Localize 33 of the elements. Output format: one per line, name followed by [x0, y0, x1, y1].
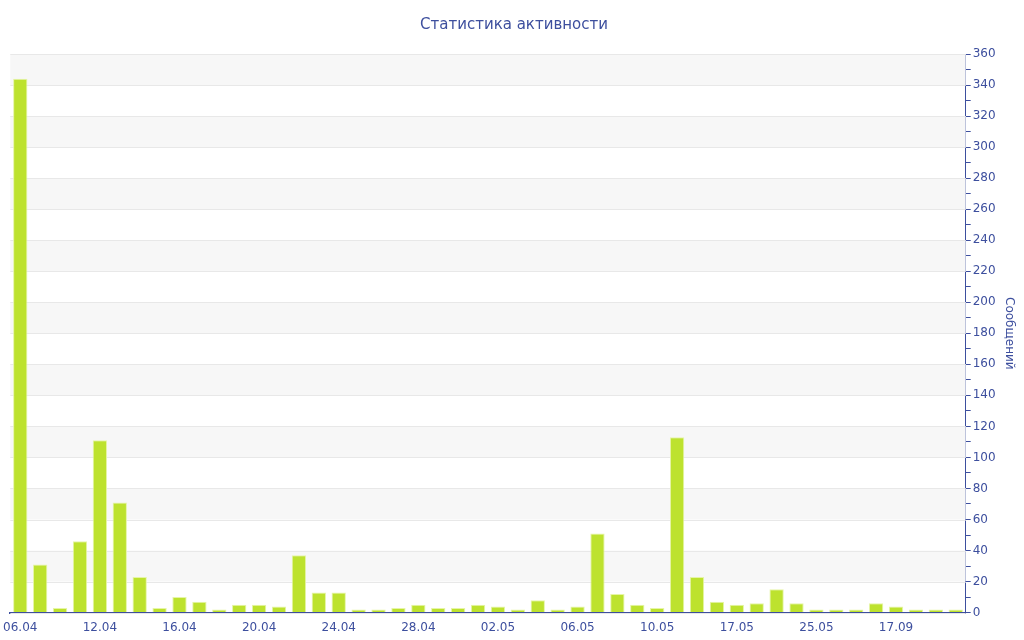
chart-title: Статистика активности	[420, 14, 608, 33]
y-tick-label: 220	[972, 263, 996, 278]
x-tick-label: 25.05	[799, 619, 834, 634]
y-tick-label: 80	[972, 480, 988, 495]
x-tick-label: 20.04	[241, 619, 277, 634]
y-tick-label: 100	[972, 449, 996, 464]
y-tick-label: 120	[972, 418, 996, 433]
y-tick-label: 0	[972, 604, 981, 619]
x-tick-label: 17.05	[719, 619, 754, 634]
x-tick-label: 24.04	[321, 619, 356, 634]
y-tick-label: 240	[972, 232, 996, 247]
y-tick-label: 320	[972, 108, 996, 123]
x-tick-label: 06.04	[3, 619, 38, 634]
x-tick-label: 06.05	[560, 619, 595, 634]
y-tick-label: 360	[972, 46, 996, 61]
x-tick-label: 12.04	[82, 619, 118, 634]
y-tick-label: 160	[972, 356, 996, 371]
y-tick-label: 300	[972, 139, 996, 154]
x-tick-label: 28.04	[401, 619, 436, 634]
y-tick-label: 140	[972, 387, 996, 402]
y-tick-label: 340	[972, 77, 996, 92]
y-tick-label: 200	[972, 294, 996, 309]
x-tick-label: 10.05	[640, 619, 675, 634]
x-tick-label: 17.09	[878, 619, 914, 634]
y-tick-label: 280	[972, 170, 996, 185]
y-tick-label: 20	[972, 573, 988, 588]
y-tick-label: 260	[972, 201, 996, 216]
y-axis-title: Сообщений	[1002, 297, 1017, 370]
y-tick-label: 180	[972, 325, 996, 340]
x-tick-label: 02.05	[480, 619, 516, 634]
x-tick-label: 16.04	[162, 619, 197, 634]
y-tick-label: 40	[972, 542, 988, 557]
y-tick-label: 60	[972, 511, 988, 526]
